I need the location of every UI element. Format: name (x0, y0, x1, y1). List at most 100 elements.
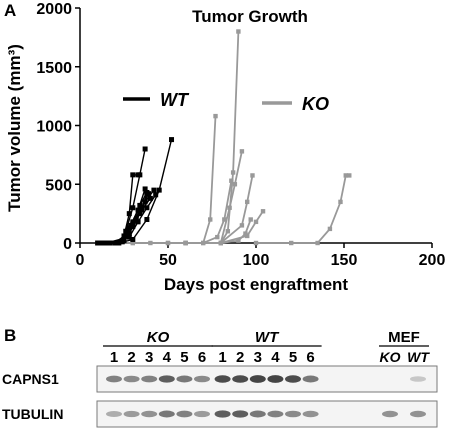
data-point-ko (260, 209, 266, 214)
blot-lane-label: 3 (254, 349, 262, 366)
chart-title: Tumor Growth (192, 7, 308, 26)
blot-band (194, 375, 210, 383)
data-point-ko (183, 240, 188, 246)
blot-band (123, 410, 140, 418)
blot-band (158, 410, 175, 418)
data-point-ko (250, 173, 255, 178)
blot-band (214, 410, 231, 418)
blot-band (194, 410, 210, 418)
legend-label-wt: WT (160, 90, 190, 110)
blot-lane-label: 6 (306, 349, 314, 366)
series-line-ko (185, 219, 252, 244)
data-point-wt (142, 186, 148, 192)
data-point-ko (327, 226, 333, 232)
blot-lane-label: 2 (127, 349, 135, 366)
data-point-ko (225, 229, 231, 234)
panel-a-letter: A (4, 1, 16, 20)
series-group-wt (95, 137, 175, 246)
y-tick-label: 0 (63, 236, 72, 253)
data-point-wt (137, 211, 143, 217)
data-point-wt (126, 211, 132, 217)
data-point-wt (130, 205, 136, 211)
panel-b-letter: B (4, 326, 16, 345)
blot-row-label-capns1: CAPNS1 (2, 371, 59, 387)
data-point-wt (130, 172, 136, 178)
blot-band (382, 410, 398, 418)
blot-band (285, 375, 301, 383)
data-point-ko (239, 149, 245, 154)
data-point-wt (144, 205, 150, 211)
chart-legend: WT KO (123, 90, 329, 114)
blot-row-label-tubulin: TUBULIN (2, 406, 63, 422)
data-point-wt (103, 240, 109, 246)
blot-group-label-mef: MEF (388, 329, 420, 346)
data-point-ko (165, 240, 171, 246)
data-point-wt (144, 191, 150, 197)
blot-band (106, 410, 122, 418)
data-point-wt (169, 137, 175, 143)
data-point-ko (347, 173, 352, 178)
blot-band (141, 375, 158, 383)
data-point-wt (123, 228, 129, 234)
blot-band (141, 410, 158, 418)
data-point-wt (135, 219, 141, 225)
data-point-ko (232, 182, 238, 187)
x-tick-label: 50 (159, 252, 177, 269)
data-point-wt (107, 240, 113, 246)
x-tick-label: 100 (243, 252, 270, 269)
data-point-ko (208, 217, 213, 222)
blot-band (302, 410, 319, 418)
series-layer (95, 29, 352, 246)
blot-lane-label: 1 (218, 349, 226, 366)
data-point-wt (156, 187, 162, 193)
x-tick-label: 150 (331, 252, 358, 269)
blot-lane-label: 6 (198, 349, 206, 366)
data-point-ko (236, 29, 241, 34)
y-axis-label: Tumor volume (mm³) (5, 44, 24, 212)
data-point-wt (142, 146, 148, 152)
blot-lane-label: 3 (145, 349, 153, 366)
blot-band (285, 410, 301, 418)
blot-lane-label: KO (380, 349, 401, 365)
blot-band (410, 410, 426, 418)
data-point-wt (153, 192, 159, 198)
x-tick-label: 200 (419, 252, 446, 269)
blot-band (232, 410, 249, 418)
data-point-ko (229, 178, 234, 183)
blot-group-label-ko: KO (147, 329, 170, 346)
data-point-wt (142, 199, 148, 205)
data-point-ko (289, 240, 294, 246)
blot-membrane (96, 400, 438, 428)
data-point-ko (253, 219, 259, 225)
y-tick-label: 1500 (36, 60, 72, 77)
blot-lane-label: 4 (163, 349, 172, 366)
blot-band (249, 375, 266, 383)
blot-lane-label: 2 (236, 349, 244, 366)
blot-band (232, 375, 249, 383)
data-point-ko (213, 113, 218, 119)
data-point-wt (112, 240, 118, 246)
data-point-ko (245, 233, 250, 239)
y-tick-label: 1000 (36, 119, 72, 136)
data-point-wt (116, 240, 122, 246)
blot-band (106, 375, 122, 383)
data-point-ko (338, 199, 343, 205)
series-line-wt (101, 148, 146, 244)
data-point-ko (218, 240, 223, 246)
blot-lane-label: 1 (110, 349, 118, 366)
blot-band (214, 375, 231, 383)
data-point-ko (239, 223, 245, 228)
blot-lane-label: 5 (289, 349, 297, 366)
data-point-wt (147, 195, 153, 201)
data-point-ko (253, 240, 259, 246)
data-point-ko (236, 238, 241, 243)
data-point-ko (227, 205, 232, 210)
data-point-wt (126, 234, 132, 240)
series-line-ko (168, 180, 233, 244)
blot-band (410, 376, 426, 382)
data-point-wt (126, 231, 132, 237)
blot-band (158, 375, 175, 383)
